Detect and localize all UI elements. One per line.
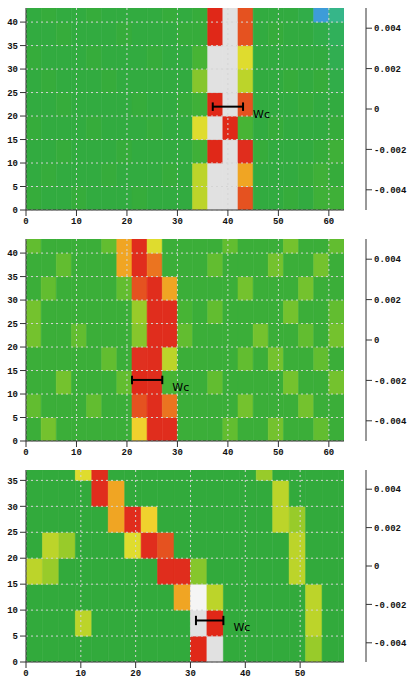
svg-text:Wc: Wc	[233, 621, 250, 634]
svg-text:5: 5	[13, 183, 18, 193]
svg-text:15: 15	[7, 367, 18, 377]
svg-text:60: 60	[323, 217, 334, 227]
svg-text:0.002: 0.002	[374, 524, 401, 534]
svg-text:40: 40	[222, 217, 233, 227]
svg-text:0.004: 0.004	[374, 255, 402, 265]
svg-text:20: 20	[122, 448, 133, 458]
svg-text:Wc: Wc	[253, 108, 270, 121]
svg-text:-0.004: -0.004	[374, 639, 407, 649]
svg-text:0.002: 0.002	[374, 65, 401, 75]
svg-text:50: 50	[295, 669, 306, 679]
svg-text:0: 0	[374, 105, 379, 115]
svg-text:0.004: 0.004	[374, 485, 402, 495]
svg-text:10: 10	[7, 159, 18, 169]
svg-text:40: 40	[240, 669, 251, 679]
svg-text:30: 30	[172, 448, 183, 458]
svg-text:10: 10	[71, 217, 82, 227]
svg-text:50: 50	[273, 217, 284, 227]
svg-text:5: 5	[13, 414, 18, 424]
svg-text:-0.002: -0.002	[374, 377, 406, 387]
svg-text:30: 30	[172, 217, 183, 227]
svg-text:0: 0	[374, 336, 379, 346]
svg-text:10: 10	[75, 669, 86, 679]
svg-text:5: 5	[13, 632, 18, 642]
svg-text:-0.004: -0.004	[374, 186, 407, 196]
svg-text:0: 0	[13, 658, 18, 668]
svg-text:20: 20	[130, 669, 141, 679]
svg-text:Wc: Wc	[172, 381, 189, 394]
svg-text:20: 20	[7, 554, 18, 564]
svg-text:0: 0	[23, 669, 28, 679]
svg-text:35: 35	[7, 42, 18, 52]
svg-text:30: 30	[7, 296, 18, 306]
svg-text:25: 25	[7, 320, 18, 330]
svg-text:25: 25	[7, 89, 18, 99]
svg-text:20: 20	[7, 343, 18, 353]
svg-text:0.004: 0.004	[374, 24, 402, 34]
svg-text:0: 0	[13, 437, 18, 447]
svg-text:25: 25	[7, 528, 18, 538]
svg-text:10: 10	[71, 448, 82, 458]
svg-text:0: 0	[13, 206, 18, 216]
svg-text:40: 40	[7, 249, 18, 259]
svg-text:50: 50	[273, 448, 284, 458]
svg-text:0: 0	[23, 448, 28, 458]
svg-text:40: 40	[7, 18, 18, 28]
svg-text:0.002: 0.002	[374, 296, 401, 306]
svg-text:-0.004: -0.004	[374, 417, 407, 427]
svg-text:15: 15	[7, 136, 18, 146]
svg-text:35: 35	[7, 273, 18, 283]
svg-text:-0.002: -0.002	[374, 146, 406, 156]
svg-text:20: 20	[122, 217, 133, 227]
svg-text:10: 10	[7, 606, 18, 616]
svg-text:30: 30	[7, 503, 18, 513]
svg-text:0: 0	[23, 217, 28, 227]
svg-text:20: 20	[7, 112, 18, 122]
svg-text:-0.002: -0.002	[374, 601, 406, 611]
svg-text:40: 40	[222, 448, 233, 458]
svg-text:35: 35	[7, 477, 18, 487]
svg-text:30: 30	[7, 65, 18, 75]
svg-text:60: 60	[323, 448, 334, 458]
svg-text:0: 0	[374, 562, 379, 572]
svg-text:15: 15	[7, 580, 18, 590]
svg-text:10: 10	[7, 390, 18, 400]
svg-text:30: 30	[185, 669, 196, 679]
